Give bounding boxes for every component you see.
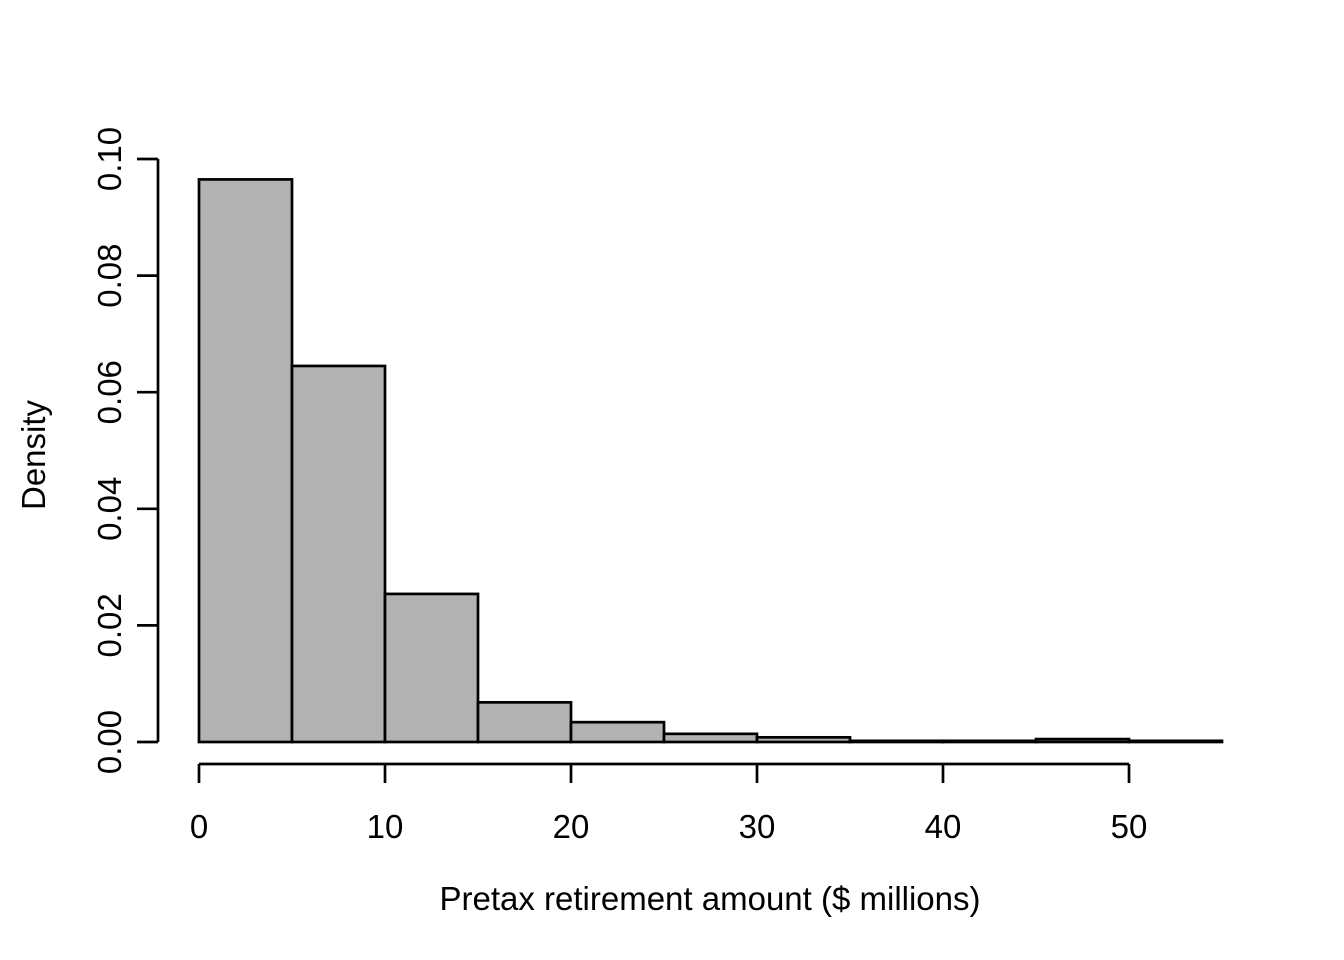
x-axis-title: Pretax retirement amount ($ millions) — [439, 880, 980, 917]
x-axis-tick-label: 50 — [1111, 808, 1148, 845]
x-axis-tick-label: 40 — [925, 808, 962, 845]
histogram-bar — [290, 364, 387, 744]
histogram-bars-group — [197, 178, 1224, 744]
histogram-bar — [848, 739, 945, 744]
histogram-bar — [662, 732, 759, 744]
y-axis-tick-label: 0.08 — [91, 243, 128, 307]
histogram-bar — [941, 739, 1038, 744]
y-axis-title: Density — [15, 399, 52, 510]
y-axis-tick-label: 0.04 — [91, 477, 128, 541]
y-axis-tick-label: 0.10 — [91, 127, 128, 191]
y-axis-tick-label: 0.06 — [91, 360, 128, 424]
x-axis-tick-label: 10 — [367, 808, 404, 845]
x-axis: 0 10 20 30 40 50 — [190, 762, 1148, 845]
histogram-bar — [476, 701, 573, 744]
y-axis-tick-label: 0.00 — [91, 710, 128, 774]
y-axis-tick-label: 0.02 — [91, 593, 128, 657]
x-axis-tick-label: 0 — [190, 808, 208, 845]
y-axis: 0.00 0.02 0.04 0.06 0.08 0.10 — [91, 127, 160, 774]
histogram-bar — [569, 720, 666, 744]
histogram-bar — [383, 592, 480, 744]
histogram-bar — [197, 178, 294, 744]
x-axis-tick-label: 20 — [553, 808, 590, 845]
histogram-bar — [1127, 739, 1224, 744]
x-axis-tick-label: 30 — [739, 808, 776, 845]
histogram-bar — [1034, 737, 1131, 744]
histogram-bar — [755, 735, 852, 744]
